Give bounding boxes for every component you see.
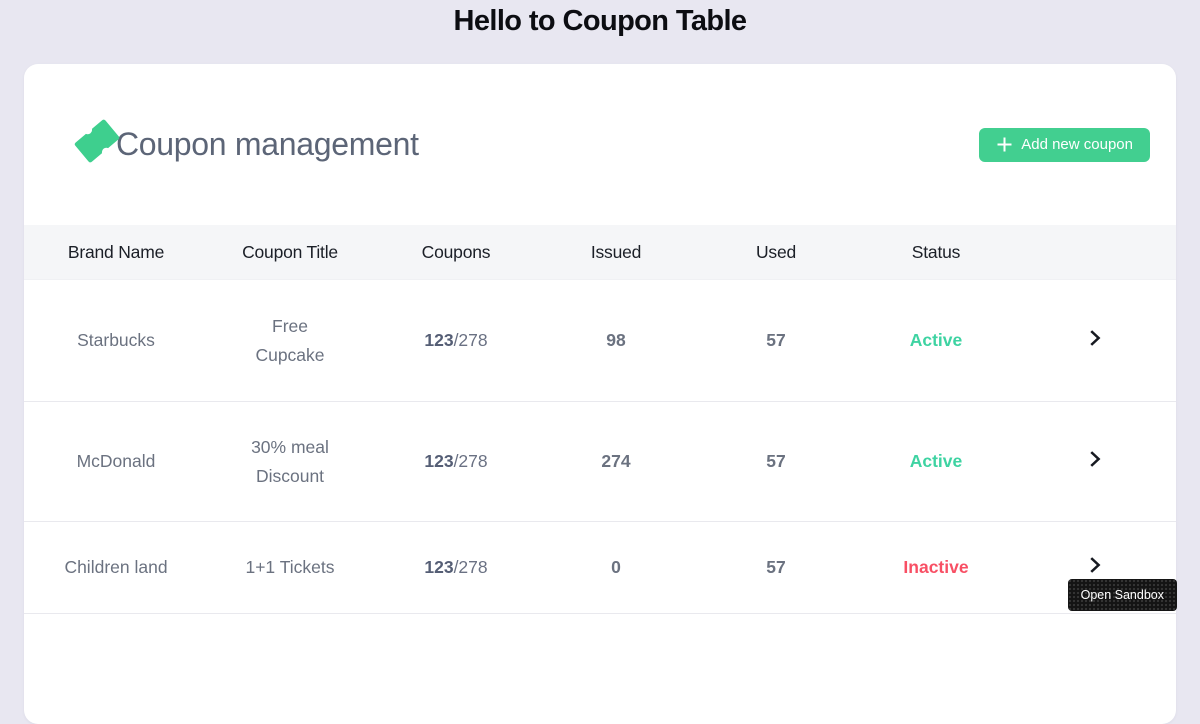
- coupon-card: Coupon management Add new coupon Brand N…: [24, 64, 1176, 724]
- coupon-table: Brand Name Coupon Title Coupons Issued U…: [24, 225, 1176, 696]
- empty-row-cell: [24, 613, 1176, 696]
- actions-cell: [1012, 279, 1176, 402]
- table-row: Children land 1+1 Tickets 123/278 0 57 I…: [24, 521, 1176, 614]
- plus-icon: [996, 136, 1013, 153]
- column-header-issued: Issued: [540, 225, 692, 280]
- row-detail-button[interactable]: [1083, 327, 1105, 349]
- column-header-coupons: Coupons: [372, 225, 540, 280]
- ticket-icon: [72, 114, 122, 168]
- used-cell: 57: [692, 279, 860, 402]
- chevron-right-icon: [1083, 451, 1105, 473]
- brand-cell: McDonald: [24, 401, 208, 522]
- coupon-title-cell: Free Cupcake: [208, 279, 372, 402]
- table-row: McDonald 30% meal Discount 123/278 274 5…: [24, 401, 1176, 522]
- row-detail-button[interactable]: [1083, 448, 1105, 470]
- coupon-title-cell: 1+1 Tickets: [208, 521, 372, 614]
- table-row-partial: [24, 613, 1176, 696]
- page: { "page": { "title": "Hello to Coupon Ta…: [24, 5, 1177, 724]
- add-new-coupon-button[interactable]: Add new coupon: [979, 127, 1150, 162]
- card-heading: Coupon management: [116, 126, 419, 162]
- status-badge: Active: [909, 330, 963, 350]
- column-header-brand-name: Brand Name: [24, 225, 208, 280]
- status-cell: Active: [860, 279, 1012, 402]
- status-cell: Inactive: [860, 521, 1012, 614]
- column-header-used: Used: [692, 225, 860, 280]
- issued-cell: 98: [540, 279, 692, 402]
- card-header: Coupon management Add new coupon: [24, 64, 1176, 225]
- column-header-actions: [1012, 225, 1176, 280]
- coupons-cell: 123/278: [372, 401, 540, 522]
- status-cell: Active: [860, 401, 1012, 522]
- used-cell: 57: [692, 401, 860, 522]
- chevron-right-icon: [1083, 557, 1105, 579]
- table-row: Starbucks Free Cupcake 123/278 98 57 Act…: [24, 279, 1176, 402]
- add-new-coupon-label: Add new coupon: [1021, 136, 1133, 153]
- coupon-title-cell: 30% meal Discount: [208, 401, 372, 522]
- brand-cell: Starbucks: [24, 279, 208, 402]
- column-header-coupon-title: Coupon Title: [208, 225, 372, 280]
- coupons-cell: 123/278: [372, 521, 540, 614]
- issued-cell: 274: [540, 401, 692, 522]
- column-header-status: Status: [860, 225, 1012, 280]
- page-title: Hello to Coupon Table: [453, 5, 748, 37]
- coupons-cell: 123/278: [372, 279, 540, 402]
- card-heading-block: Coupon management: [72, 119, 419, 168]
- status-badge: Inactive: [903, 557, 969, 577]
- table-header-row: Brand Name Coupon Title Coupons Issued U…: [24, 225, 1176, 280]
- status-badge: Active: [909, 451, 963, 471]
- open-sandbox-button[interactable]: Open Sandbox: [1067, 579, 1177, 611]
- chevron-right-icon: [1083, 330, 1105, 352]
- used-cell: 57: [692, 521, 860, 614]
- issued-cell: 0: [540, 521, 692, 614]
- actions-cell: [1012, 401, 1176, 522]
- brand-cell: Children land: [24, 521, 208, 614]
- row-detail-button[interactable]: [1083, 554, 1105, 576]
